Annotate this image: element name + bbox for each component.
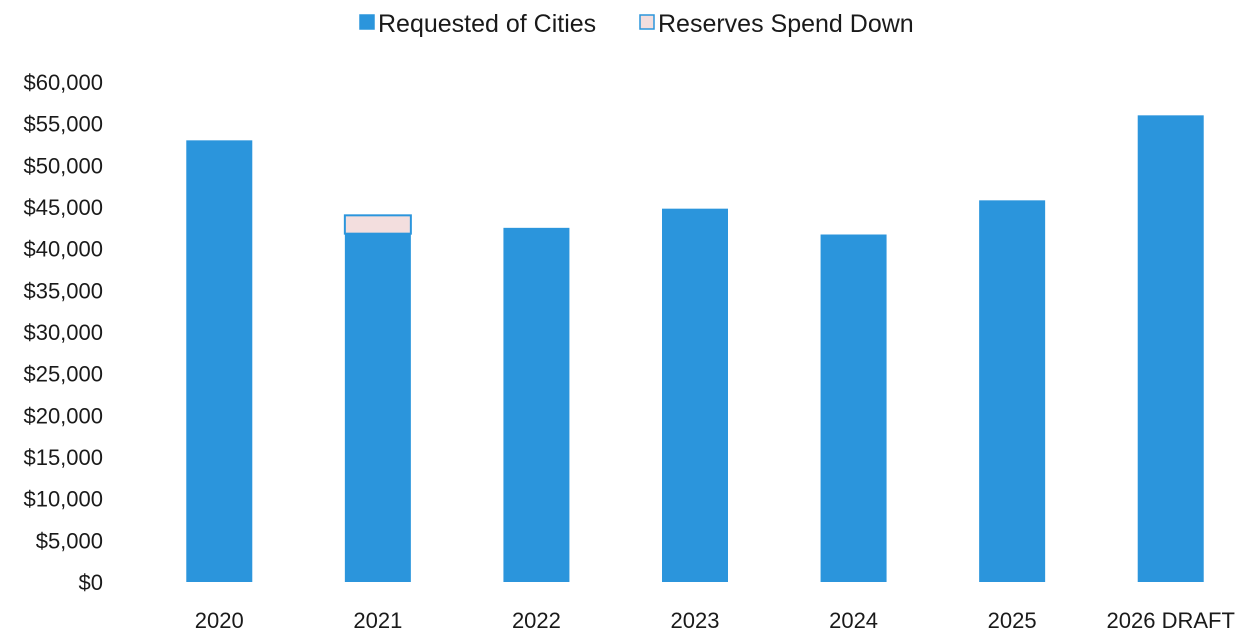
- bar-requested-2021: [344, 233, 411, 582]
- x-tick-label: 2023: [671, 608, 720, 633]
- legend-label-0: Requested of Cities: [378, 10, 596, 38]
- bar-requested-2025: [979, 200, 1046, 583]
- chart-legend: Requested of Cities Reserves Spend Down: [359, 10, 914, 38]
- y-tick-label: $45,000: [23, 195, 103, 220]
- y-tick-label: $0: [79, 570, 103, 595]
- y-tick-label: $15,000: [23, 445, 103, 470]
- x-axis: 2020 2021 2022 2023 2024 2025 2026 DRAFT: [195, 608, 1235, 633]
- y-tick-label: $20,000: [23, 403, 103, 428]
- y-tick-label: $50,000: [23, 153, 103, 178]
- bar-requested-2020: [186, 140, 253, 583]
- bar-requested-2023: [662, 208, 728, 582]
- x-tick-label: 2026 DRAFT: [1107, 608, 1235, 633]
- bar-requested-2026-draft: [1137, 115, 1204, 582]
- x-tick-label: 2021: [353, 608, 402, 633]
- legend-swatch-1: [639, 14, 655, 30]
- x-tick-label: 2020: [195, 608, 244, 633]
- x-tick-label: 2022: [512, 608, 561, 633]
- bar-reserves-2021: [343, 214, 412, 235]
- y-tick-label: $40,000: [23, 237, 103, 262]
- bars: [186, 115, 1204, 583]
- y-tick-label: $25,000: [23, 362, 103, 387]
- bar-requested-2022: [503, 227, 570, 583]
- bar-requested-2024: [820, 234, 887, 582]
- y-tick-label: $55,000: [23, 112, 103, 137]
- legend-label-1: Reserves Spend Down: [658, 10, 914, 38]
- y-tick-label: $60,000: [23, 70, 103, 95]
- y-tick-label: $10,000: [23, 487, 103, 512]
- y-tick-label: $30,000: [23, 320, 103, 345]
- y-tick-label: $35,000: [23, 278, 103, 303]
- y-tick-label: $5,000: [36, 528, 103, 553]
- x-tick-label: 2025: [988, 608, 1037, 633]
- y-axis: $0 $5,000 $10,000 $15,000 $20,000 $25,000 $30,…: [23, 70, 103, 595]
- x-tick-label: 2024: [829, 608, 878, 633]
- legend-swatch-0: [359, 14, 375, 30]
